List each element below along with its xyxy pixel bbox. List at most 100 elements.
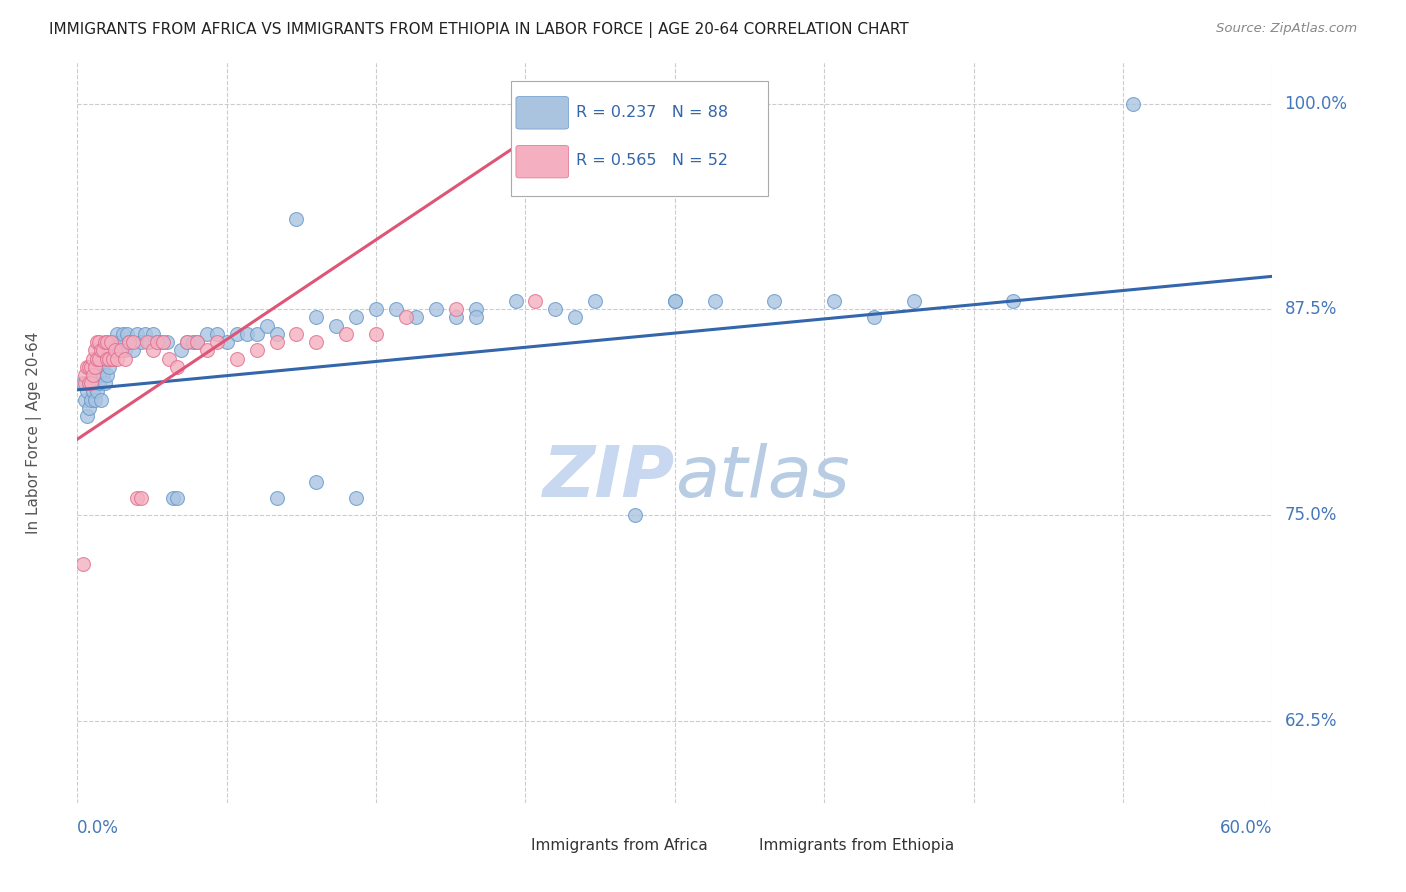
Point xyxy=(96,351,118,366)
Point xyxy=(129,491,152,506)
Point xyxy=(79,359,101,374)
Point xyxy=(89,335,111,350)
Point xyxy=(98,351,121,366)
Point xyxy=(142,343,165,358)
Point xyxy=(98,343,121,358)
Point xyxy=(344,491,367,506)
Point xyxy=(72,376,94,391)
Point xyxy=(84,343,107,358)
Point xyxy=(205,326,228,341)
Point xyxy=(664,293,686,308)
Point xyxy=(285,326,308,341)
Point xyxy=(89,368,111,382)
Point xyxy=(385,302,408,317)
FancyBboxPatch shape xyxy=(516,145,568,178)
Point xyxy=(225,351,247,366)
Point xyxy=(134,326,156,341)
FancyBboxPatch shape xyxy=(512,81,768,195)
Point xyxy=(94,376,117,391)
Text: 0.0%: 0.0% xyxy=(77,819,120,838)
Point xyxy=(763,293,786,308)
Point xyxy=(335,326,357,341)
Point xyxy=(136,335,159,350)
Point xyxy=(72,558,94,572)
FancyBboxPatch shape xyxy=(516,96,568,129)
Point xyxy=(266,491,288,506)
Point xyxy=(325,318,347,333)
Text: Source: ZipAtlas.com: Source: ZipAtlas.com xyxy=(1216,22,1357,36)
Point xyxy=(76,384,98,399)
Point xyxy=(246,343,269,358)
Point xyxy=(544,302,567,317)
Point xyxy=(98,359,121,374)
Point xyxy=(80,392,103,407)
Point xyxy=(176,335,198,350)
Point xyxy=(110,343,132,358)
Point xyxy=(90,359,112,374)
Point xyxy=(105,351,128,366)
Point xyxy=(344,310,367,325)
Point xyxy=(110,335,132,350)
Point xyxy=(564,310,586,325)
Point xyxy=(104,343,127,358)
Text: Immigrants from Ethiopia: Immigrants from Ethiopia xyxy=(759,838,953,854)
Point xyxy=(127,491,149,506)
Point xyxy=(122,335,145,350)
Point xyxy=(105,326,128,341)
Point xyxy=(82,351,104,366)
Point xyxy=(79,376,101,391)
Point xyxy=(195,326,218,341)
Text: Immigrants from Africa: Immigrants from Africa xyxy=(531,838,709,854)
Point xyxy=(176,335,198,350)
Point xyxy=(195,343,218,358)
Point xyxy=(114,343,136,358)
Point xyxy=(91,368,114,382)
Point xyxy=(84,359,107,374)
Point xyxy=(122,343,145,358)
Text: R = 0.237   N = 88: R = 0.237 N = 88 xyxy=(575,104,728,120)
Point xyxy=(142,326,165,341)
Point xyxy=(156,335,179,350)
Point xyxy=(86,359,108,374)
Point xyxy=(80,376,103,391)
Point xyxy=(100,335,122,350)
Point xyxy=(96,343,118,358)
Point xyxy=(91,343,114,358)
Point xyxy=(405,310,427,325)
Point xyxy=(90,343,112,358)
Text: R = 0.565   N = 52: R = 0.565 N = 52 xyxy=(575,153,728,169)
Point xyxy=(89,351,111,366)
Point xyxy=(162,491,184,506)
Point xyxy=(186,335,208,350)
Point xyxy=(903,293,925,308)
Point xyxy=(75,368,97,382)
Point xyxy=(664,293,686,308)
Point xyxy=(108,343,131,358)
Point xyxy=(464,302,486,317)
Point xyxy=(80,376,103,391)
Point xyxy=(395,310,418,325)
Text: atlas: atlas xyxy=(675,442,849,511)
Text: IMMIGRANTS FROM AFRICA VS IMMIGRANTS FROM ETHIOPIA IN LABOR FORCE | AGE 20-64 CO: IMMIGRANTS FROM AFRICA VS IMMIGRANTS FRO… xyxy=(49,22,908,38)
Point xyxy=(266,335,288,350)
Point xyxy=(305,335,328,350)
Point xyxy=(305,475,328,489)
Point xyxy=(79,376,101,391)
Point xyxy=(215,335,238,350)
Point xyxy=(166,359,188,374)
Point xyxy=(181,335,204,350)
Point xyxy=(86,351,108,366)
Point xyxy=(1002,293,1025,308)
Point xyxy=(79,401,101,415)
Point xyxy=(118,335,141,350)
Text: In Labor Force | Age 20-64: In Labor Force | Age 20-64 xyxy=(25,332,42,533)
Point xyxy=(166,491,188,506)
Point xyxy=(256,318,278,333)
Point xyxy=(150,335,173,350)
Text: ZIP: ZIP xyxy=(543,442,675,511)
Point xyxy=(205,335,228,350)
Point xyxy=(235,326,257,341)
Point xyxy=(76,359,98,374)
Point xyxy=(84,392,107,407)
Point xyxy=(464,310,486,325)
